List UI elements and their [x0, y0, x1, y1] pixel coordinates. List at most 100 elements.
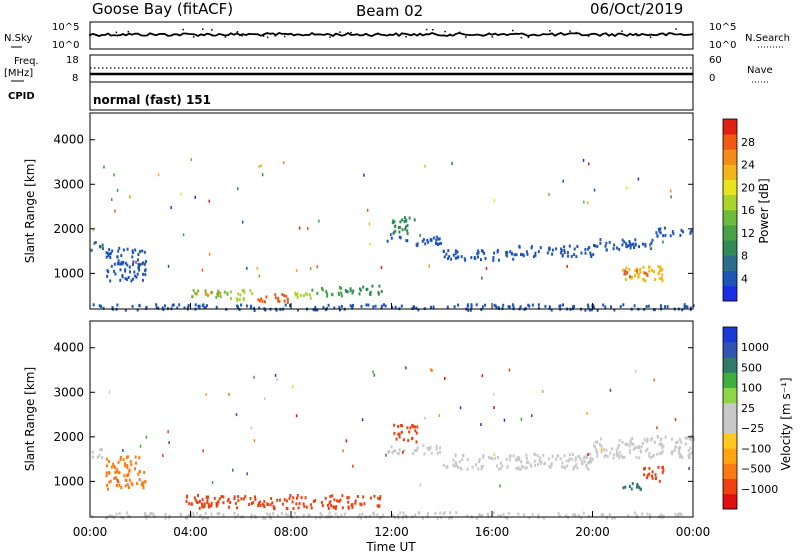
- echo-cell: [516, 458, 519, 462]
- echo-cell: [619, 305, 622, 309]
- echo-cell: [285, 512, 287, 516]
- echo-cell: [250, 502, 253, 505]
- echo-cell: [108, 514, 111, 518]
- echo-cell: [102, 247, 104, 251]
- colorbar-tick-label: 16: [741, 204, 755, 217]
- echo-cell: [415, 431, 418, 435]
- echo-cell: [497, 258, 500, 262]
- echo-cell: [116, 188, 119, 192]
- echo-cell: [530, 464, 533, 468]
- echo-cell: [421, 516, 424, 520]
- echo-cell: [460, 255, 463, 259]
- echo-cell: [686, 305, 689, 309]
- echo-cell: [391, 221, 394, 225]
- echo-cell: [122, 248, 125, 252]
- echo-cell: [298, 502, 301, 506]
- colorbar-segment: [723, 418, 737, 434]
- echo-cell: [517, 456, 519, 460]
- echo-cell: [478, 513, 481, 517]
- echo-cell: [91, 450, 94, 454]
- echo-cell: [100, 448, 103, 452]
- echo-cell: [512, 257, 515, 261]
- echo-cell: [555, 457, 558, 461]
- echo-cell: [134, 274, 137, 278]
- echo-cell: [625, 242, 628, 246]
- echo-cell: [118, 471, 121, 475]
- echo-cell: [436, 451, 439, 455]
- echo-cell: [309, 296, 312, 300]
- echo-cell: [180, 513, 183, 517]
- echo-cell: [204, 512, 207, 515]
- colorbar-segment: [723, 402, 737, 419]
- echo-cell: [382, 303, 385, 307]
- echo-cell: [659, 268, 661, 272]
- echo-cell: [417, 511, 420, 515]
- echo-cell: [589, 251, 592, 255]
- echo-cell: [110, 514, 113, 518]
- echo-cell: [506, 251, 509, 255]
- echo-cell: [446, 305, 449, 309]
- echo-cell: [326, 294, 329, 298]
- echo-cell: [534, 253, 537, 257]
- echo-cell: [588, 458, 591, 462]
- freq-unit-label: [MHz]: [4, 68, 33, 79]
- echo-cell: [448, 255, 451, 259]
- echo-cell: [142, 481, 145, 485]
- echo-cell: [249, 289, 252, 293]
- echo-cell: [481, 464, 484, 468]
- echo-cell: [358, 292, 361, 296]
- echo-cell: [377, 496, 380, 500]
- echo-cell: [467, 308, 470, 312]
- echo-cell: [618, 247, 621, 251]
- colorbar-tick-label: 25: [741, 402, 755, 415]
- echo-cell: [130, 463, 133, 467]
- echo-cell: [568, 244, 571, 248]
- y-tick-label: 4000: [53, 133, 84, 147]
- echo-cell: [644, 242, 647, 246]
- echo-cell: [114, 209, 116, 213]
- echo-cell: [130, 481, 133, 485]
- echo-cell: [172, 303, 175, 307]
- echo-cell: [135, 275, 138, 279]
- echo-cell: [113, 516, 116, 520]
- noise-dot: [555, 34, 557, 36]
- echo-cell: [238, 297, 241, 301]
- echo-cell: [454, 252, 457, 256]
- echo-cell: [616, 246, 618, 250]
- echo-cell: [615, 449, 618, 453]
- echo-cell: [526, 252, 529, 256]
- echo-cell: [139, 444, 142, 448]
- echo-cell: [575, 456, 577, 460]
- echo-cell: [435, 447, 438, 451]
- echo-cell: [129, 270, 131, 274]
- echo-cell: [475, 463, 477, 467]
- echo-cell: [643, 438, 646, 442]
- echo-cell: [508, 368, 511, 372]
- echo-cell: [240, 303, 243, 307]
- echo-cell: [316, 265, 318, 269]
- echo-cell: [419, 483, 422, 487]
- echo-cell: [509, 458, 512, 462]
- echo-cell: [438, 414, 440, 417]
- echo-cell: [384, 304, 387, 308]
- echo-cell: [674, 445, 677, 449]
- echo-cell: [111, 306, 114, 309]
- echo-cell: [496, 248, 499, 252]
- echo-cell: [408, 430, 411, 434]
- echo-cell: [186, 494, 189, 498]
- echo-cell: [658, 229, 661, 233]
- echo-cell: [573, 247, 576, 251]
- echo-cell: [534, 251, 537, 255]
- echo-cell: [338, 305, 341, 309]
- echo-cell: [539, 462, 542, 466]
- echo-cell: [586, 303, 589, 307]
- echo-cell: [633, 304, 636, 308]
- echo-cell: [509, 250, 512, 254]
- echo-cell: [416, 447, 419, 451]
- echo-cell: [106, 483, 108, 487]
- echo-cell: [606, 455, 609, 458]
- colorbar-segment: [723, 478, 737, 495]
- echo-cell: [604, 305, 607, 309]
- echo-cell: [573, 253, 576, 257]
- echo-cell: [142, 261, 145, 265]
